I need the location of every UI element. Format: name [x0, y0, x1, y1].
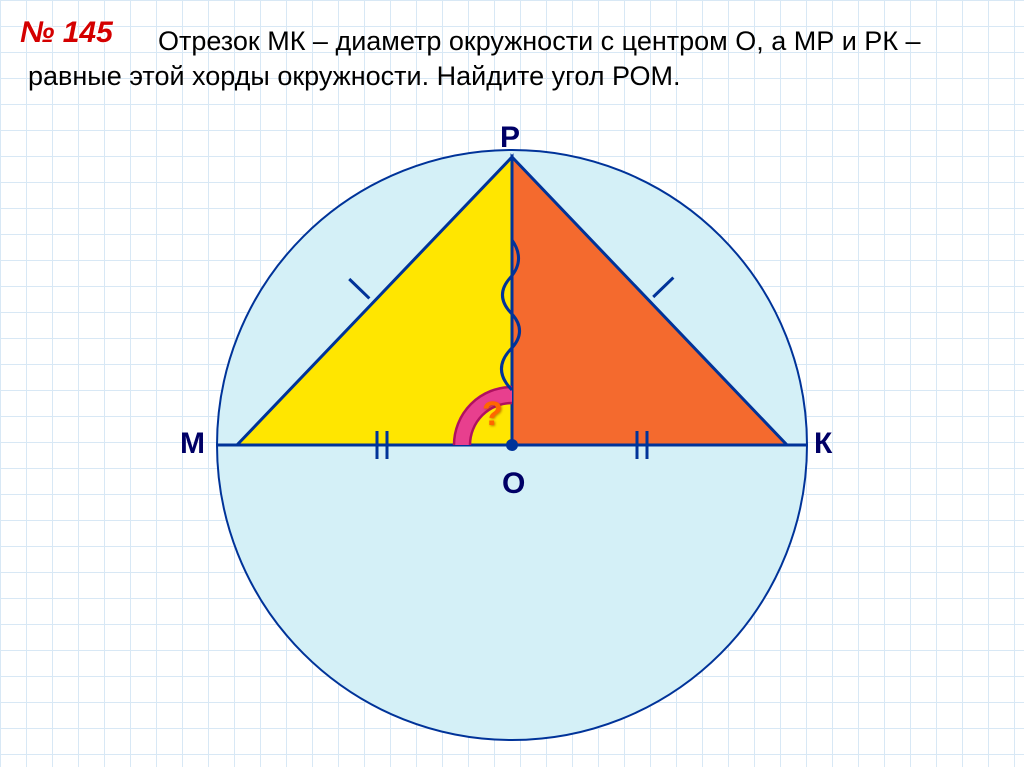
- label-o: О: [502, 467, 525, 501]
- label-k: К: [814, 427, 832, 461]
- label-m: М: [180, 427, 205, 461]
- question-mark: ?: [482, 395, 503, 434]
- center-dot: [506, 439, 518, 451]
- label-p: Р: [500, 121, 520, 155]
- geometry-diagram: Р М К О ?: [152, 145, 872, 765]
- diagram-svg: [152, 145, 872, 765]
- problem-text: Отрезок МК – диаметр окружности с центро…: [28, 24, 996, 94]
